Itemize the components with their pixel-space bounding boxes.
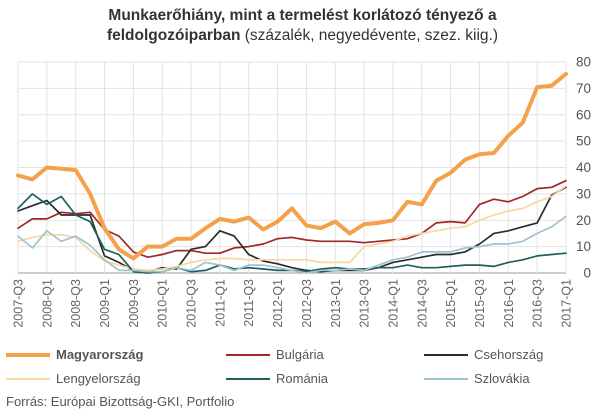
chart-title-line2: feldolgozóiparban (százalék, negyedévent… (106, 27, 499, 44)
chart-title: Munkaerőhiány, mint a termelést korlátoz… (0, 6, 605, 46)
legend-swatch (424, 353, 468, 356)
y-tick-label: 60 (576, 107, 591, 122)
legend-label: Szlovákia (474, 371, 530, 386)
x-tick-label: 2013-Q1 (329, 279, 343, 328)
legend-swatch (6, 352, 50, 357)
legend-item: Lengyelország (6, 371, 141, 386)
x-tick-label: 2014-Q1 (386, 279, 400, 328)
x-tick-label: 2012-Q1 (271, 279, 285, 328)
legend-item: Bulgária (226, 347, 324, 362)
y-tick-label: 50 (576, 134, 591, 149)
x-tick-label: 2016-Q1 (502, 279, 516, 328)
y-tick-label: 40 (576, 160, 591, 175)
legend-label: Bulgária (276, 347, 324, 362)
legend-label: Magyarország (56, 347, 144, 362)
source-note: Forrás: Európai Bizottság-GKI, Portfolio (6, 394, 235, 409)
legend-label: Lengyelország (56, 371, 141, 386)
y-tick-label: 10 (576, 239, 591, 254)
y-tick-label: 30 (576, 186, 591, 201)
legend-label: Románia (276, 371, 329, 386)
series-line-magyarorszag (16, 71, 568, 261)
legend-swatch (424, 377, 468, 380)
x-tick-label: 2014-Q3 (415, 279, 429, 328)
x-tick-label: 2011-Q1 (213, 279, 227, 327)
legend-label: Csehország (474, 347, 544, 362)
x-tick-label: 2016-Q3 (531, 279, 545, 328)
x-tick-label: 2015-Q1 (444, 279, 458, 328)
legend-item: Románia (226, 371, 328, 386)
y-tick-label: 80 (576, 55, 591, 70)
series-line-romania (17, 193, 567, 274)
legend-swatch (226, 353, 270, 356)
x-tick-label: 2009-Q1 (98, 279, 112, 328)
x-tick-label: 2010-Q3 (185, 279, 199, 328)
x-tick-label: 2011-Q3 (242, 279, 256, 327)
x-tick-label: 2007-Q3 (12, 279, 26, 328)
x-tick-label: 2013-Q3 (358, 279, 372, 328)
x-tick-label: 2012-Q3 (300, 279, 314, 328)
legend-item: Csehország (424, 347, 543, 362)
y-tick-label: 20 (576, 213, 591, 228)
legend-swatch (6, 377, 50, 380)
y-tick-label: 0 (583, 266, 591, 281)
legend-swatch (226, 377, 270, 380)
x-tick-label: 2015-Q3 (473, 279, 487, 328)
x-tick-label: 2017-Q1 (560, 279, 574, 328)
x-tick-label: 2008-Q1 (40, 279, 54, 328)
chart-title-line1: Munkaerőhiány, mint a termelést korlátoz… (108, 7, 497, 24)
x-tick-label: 2008-Q3 (69, 279, 83, 328)
x-tick-label: 2010-Q1 (156, 279, 170, 328)
legend-item: Szlovákia (424, 371, 530, 386)
y-tick-label: 70 (576, 81, 591, 96)
series-line-lengyelorszag (17, 185, 567, 272)
legend-item: Magyarország (6, 347, 143, 362)
x-tick-label: 2009-Q3 (127, 279, 141, 328)
series-line-szlovakia (17, 215, 567, 274)
